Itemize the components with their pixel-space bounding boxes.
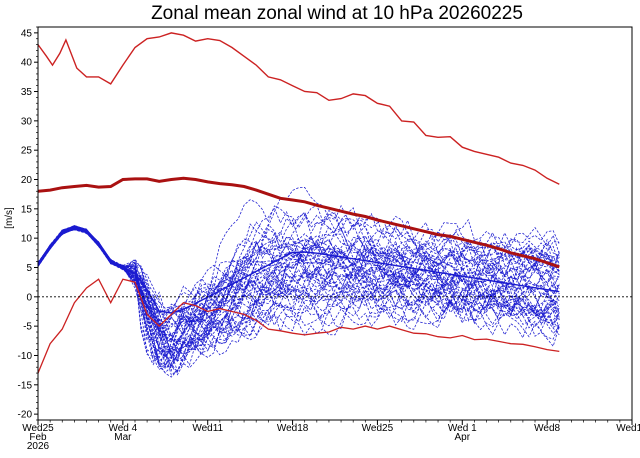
ensemble-member-line (38, 227, 560, 366)
axes: 454035302520151050-5-10-15-20Wed25Feb202… (18, 26, 640, 452)
y-tick-label: 35 (21, 87, 33, 98)
ensemble-member-line (38, 225, 560, 363)
y-tick-label: -10 (18, 351, 33, 362)
ensemble-member-line (38, 219, 560, 374)
y-tick-label: 15 (21, 204, 33, 215)
ensemble-member-line (38, 229, 560, 359)
x-tick-label: Wed 1 (448, 423, 477, 434)
ensemble-member-line (38, 227, 560, 343)
x-tick-label: 2026 (27, 441, 50, 452)
y-tick-label: 20 (21, 175, 33, 186)
ensemble-member-line (38, 229, 560, 330)
ensemble-member-line (38, 227, 560, 338)
ensemble-member-line (38, 225, 560, 341)
x-tick-label: Wed15 (616, 423, 640, 434)
y-tick-label: -5 (23, 322, 32, 333)
ensemble-member-line (38, 228, 560, 363)
climatology-mean-line (38, 176, 560, 269)
y-tick-label: -15 (18, 380, 33, 391)
x-tick-label: Feb (29, 432, 47, 443)
climatology-min-line (38, 278, 560, 374)
y-tick-label: 40 (21, 58, 33, 69)
ensemble-member-line (38, 229, 560, 378)
y-tick-label: 10 (21, 234, 33, 245)
ensemble-member-line (38, 225, 560, 323)
y-tick-label: 25 (21, 146, 33, 157)
ensemble-member-line (38, 227, 560, 371)
x-tick-label: Apr (455, 432, 471, 443)
ensemble-member-line (38, 228, 560, 356)
y-axis-label: [m/s] (4, 207, 15, 229)
x-tick-label: Mar (114, 432, 132, 443)
ensemble-member-line (38, 228, 560, 340)
ensemble-member-line (38, 219, 560, 341)
x-tick-label: Wed 4 (108, 423, 137, 434)
ensemble-member-line (38, 227, 560, 336)
y-tick-label: 45 (21, 28, 33, 39)
x-tick-label: Wed25 (362, 423, 394, 434)
y-tick-label: -20 (18, 410, 33, 421)
x-tick-label: Wed8 (534, 423, 560, 434)
y-tick-label: 0 (26, 292, 32, 303)
ensemble-member-line (38, 226, 560, 376)
y-tick-label: 5 (26, 263, 32, 274)
x-tick-label: Wed11 (192, 423, 223, 434)
x-tick-label: Wed18 (277, 423, 309, 434)
y-tick-label: 30 (21, 116, 33, 127)
ensemble-member-line (38, 228, 560, 328)
ensemble-mean-line (38, 226, 560, 314)
plot-area (38, 32, 632, 378)
ensemble-member-line (38, 225, 560, 344)
ensemble-member-line (38, 228, 560, 366)
ensemble-member-line (38, 227, 560, 367)
ensemble-initial-bundle (38, 226, 124, 269)
chart-title: Zonal mean zonal wind at 10 hPa 20260225 (151, 3, 523, 24)
ensemble-member-line (38, 221, 560, 325)
x-tick-label: Wed25 (22, 423, 54, 434)
plot-frame (37, 26, 633, 421)
climatology-max-line (38, 32, 560, 185)
ensemble-member-line (38, 228, 560, 373)
ensemble-member-line (38, 214, 560, 335)
ensemble-member-line (38, 227, 560, 362)
